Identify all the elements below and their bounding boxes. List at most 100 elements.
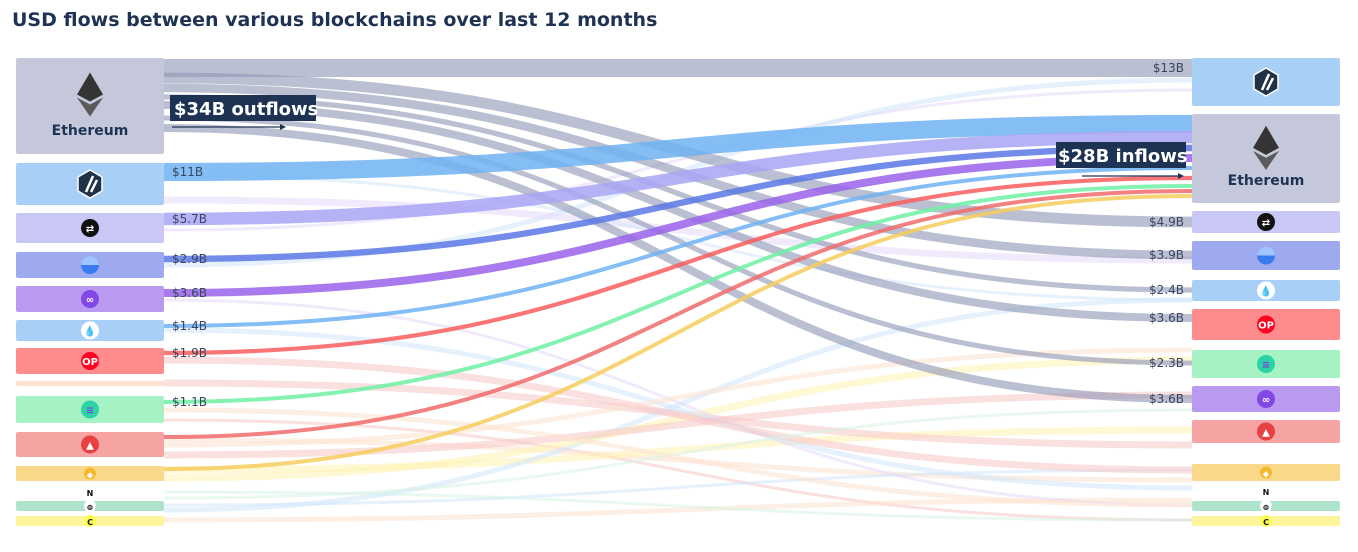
left-node-zksync[interactable]: ⊜ <box>16 500 164 512</box>
callouts: $34B outflows $28B inflows <box>170 95 1188 179</box>
outflows-callout-arrowhead <box>280 124 286 130</box>
minor-flow <box>163 468 1193 507</box>
svg-text:C: C <box>87 518 93 527</box>
svg-text:💧: 💧 <box>84 325 96 338</box>
svg-text:⊜: ⊜ <box>1263 503 1270 512</box>
flow-arbitrum-to-ethereum <box>163 115 1193 181</box>
left-node-bnb[interactable]: ◆ <box>16 466 164 481</box>
flow-polygon-to-ethereum <box>163 154 1193 297</box>
optimism-icon <box>81 352 99 370</box>
flow-value-label: $2.4B <box>1149 283 1184 297</box>
svg-text:OP: OP <box>1258 321 1274 332</box>
right-node-bnb[interactable]: ◆ <box>1192 464 1340 481</box>
right-node-ethereum[interactable]: Ethereum <box>1192 114 1340 203</box>
flow-value-label: $2.3B <box>1149 356 1184 370</box>
flow-value-label: $4.9B <box>1149 215 1184 229</box>
flow-value-label: $13B <box>1153 61 1184 75</box>
minor-flow <box>163 356 1193 482</box>
node-label: Ethereum <box>1228 173 1305 189</box>
flow-value-label: $2.9B <box>172 252 207 266</box>
solana-icon <box>1257 355 1275 373</box>
chart-title: USD flows between various blockchains ov… <box>12 9 658 31</box>
minor-flow <box>163 297 1193 513</box>
svg-text:N: N <box>87 489 94 498</box>
flow-value-label: $1.4B <box>172 319 207 333</box>
svg-text:C: C <box>1263 518 1269 527</box>
zksync-icon <box>1260 500 1272 512</box>
svg-text:≡: ≡ <box>1262 360 1270 371</box>
left-node-other[interactable] <box>16 381 164 386</box>
outflows-callout: $34B outflows <box>170 95 318 130</box>
left-node-arbitrum[interactable] <box>16 163 164 205</box>
flow-blast-to-ethereum <box>163 144 1193 263</box>
right-node-arbitrum[interactable] <box>1192 58 1340 106</box>
lido-icon <box>81 321 99 340</box>
minor-flow <box>163 173 1193 302</box>
minor-flow <box>163 327 1193 491</box>
left-node-polygon[interactable]: ∞ <box>16 286 164 312</box>
minor-flow <box>163 196 1193 264</box>
minor-flow <box>163 418 1193 522</box>
left-node-lido[interactable]: 💧 <box>16 320 164 341</box>
left-node-optimism[interactable]: OP <box>16 348 164 374</box>
avalanche-icon <box>1257 422 1275 441</box>
ethereum-icon <box>1253 125 1279 155</box>
flow-value-label: $3.6B <box>1149 311 1184 325</box>
ethereum-icon-lower <box>77 97 103 117</box>
flow-ethereum-to-solana <box>163 115 1193 366</box>
flow-ethereum-to-blast <box>163 83 1193 260</box>
flow-value-label: $1.1B <box>172 395 207 409</box>
left-node-blast[interactable] <box>16 252 164 278</box>
right-node-polygon[interactable]: ∞ <box>1192 386 1340 412</box>
flow-labels: $13B $4.9B $3.9B $2.4B $3.6B $2.3B $3.6B $11B $5… <box>172 61 1184 409</box>
zksync-icon <box>84 500 96 512</box>
svg-text:⇄: ⇄ <box>1262 218 1270 229</box>
bnb-icon <box>84 467 96 480</box>
flow-solana-to-ethereum <box>163 184 1193 404</box>
left-node-ethereum[interactable]: Ethereum <box>16 58 164 154</box>
flow-base-to-ethereum <box>163 130 1193 226</box>
left-node-avalanche[interactable]: ▲ <box>16 432 164 457</box>
flow-bnb-to-ethereum <box>163 194 1193 471</box>
near-icon <box>1260 485 1272 497</box>
minor-flow <box>163 407 1193 508</box>
right-node-lido[interactable]: 💧 <box>1192 280 1340 301</box>
polygon-icon <box>1257 390 1275 408</box>
bnb-icon <box>1260 466 1272 479</box>
right-node-solana[interactable]: ≡ <box>1192 350 1340 378</box>
celo-icon <box>84 515 96 527</box>
flow-value-label: $3.6B <box>172 286 207 300</box>
celo-icon <box>1260 515 1272 527</box>
left-node-base[interactable]: ⇄ <box>16 213 164 243</box>
svg-text:▲: ▲ <box>1262 428 1270 439</box>
right-node-blast[interactable] <box>1192 241 1340 270</box>
left-node-celo[interactable]: C <box>16 515 164 527</box>
right-node-near[interactable]: N <box>1192 485 1340 497</box>
flow-ethereum-to-optimism <box>163 101 1193 322</box>
svg-text:OP: OP <box>82 357 98 368</box>
svg-text:∞: ∞ <box>86 295 94 306</box>
ethereum-icon <box>77 72 103 102</box>
right-node-optimism[interactable]: OP <box>1192 309 1340 340</box>
right-node-avalanche[interactable]: ▲ <box>1192 420 1340 443</box>
minor-flow <box>163 356 1193 474</box>
flow-avalanche-to-ethereum <box>163 189 1193 439</box>
ethereum-icon-lower <box>1253 150 1279 170</box>
inflows-callout-box <box>1056 142 1186 168</box>
left-node-solana[interactable]: ≡ <box>16 396 164 423</box>
avalanche-icon <box>81 435 99 454</box>
right-node-zksync[interactable]: ⊜ <box>1192 500 1340 512</box>
svg-text:∞: ∞ <box>1262 395 1270 406</box>
optimism-icon <box>1257 315 1275 334</box>
minor-flow <box>163 88 1193 232</box>
polygon-icon <box>81 290 99 308</box>
left-node-near[interactable]: N <box>16 486 164 498</box>
right-node-base[interactable]: ⇄ <box>1192 211 1340 233</box>
svg-text:◆: ◆ <box>1263 470 1270 479</box>
right-node-celo[interactable]: C <box>1192 515 1340 527</box>
svg-text:⇄: ⇄ <box>86 224 94 235</box>
flow-value-label: $5.7B <box>172 212 207 226</box>
minor-flow <box>163 347 1193 448</box>
outflows-callout-text: $34B outflows <box>174 99 318 120</box>
flow-value-label: $3.6B <box>1149 392 1184 406</box>
